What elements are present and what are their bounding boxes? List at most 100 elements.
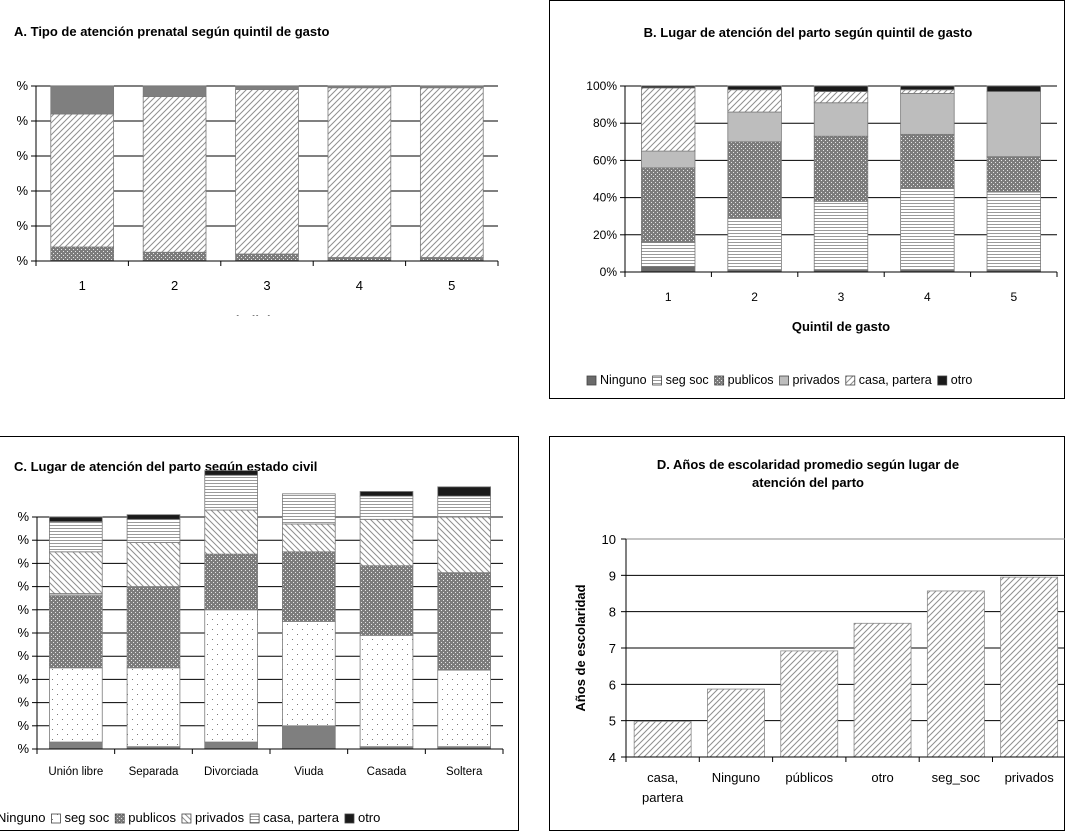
- bar-segment: [359, 634, 414, 748]
- bar: [1000, 576, 1059, 758]
- bar-segment: [282, 493, 336, 525]
- legend-marker: [779, 375, 789, 386]
- bar-segment: [142, 85, 207, 97]
- y-tick-label: %: [17, 602, 29, 617]
- bar-segment: [282, 725, 336, 750]
- y-tick-label: 7: [609, 641, 616, 656]
- bar: [707, 688, 765, 758]
- y-tick-label: %: [17, 532, 29, 547]
- bar-segment: [813, 102, 869, 137]
- chart-d-title-line-2: atención del parto: [752, 475, 864, 490]
- chart-b-plot: 0% 20% 40% 60% 80% 100% 1 2 3 4 5 Quintil de gasto N…: [586, 79, 1058, 387]
- legend-label: Ninguno: [0, 810, 45, 825]
- bar-segment: [204, 509, 258, 555]
- x-tick-label: Soltera: [446, 766, 483, 778]
- bar-segment: [49, 516, 103, 523]
- y-tick-label: 6: [609, 677, 616, 692]
- bar-segment: [235, 253, 299, 262]
- x-tick-label: seg_soc: [932, 770, 981, 785]
- legend-marker: [51, 813, 61, 824]
- legend-label: otro: [358, 810, 380, 825]
- bar-segment: [437, 669, 491, 748]
- y-tick-label: %: [16, 218, 28, 233]
- legend-label: privados: [195, 810, 245, 825]
- legend-label: casa, partera: [859, 373, 932, 387]
- x-tick-label: 5: [1010, 290, 1017, 304]
- bar-segment: [641, 167, 696, 243]
- bar-segment: [142, 96, 207, 253]
- bar-segment: [900, 93, 955, 135]
- bar-segment: [813, 91, 869, 104]
- bar-segment: [641, 266, 696, 273]
- x-tick-label: 3: [263, 278, 270, 293]
- y-tick-label: 10: [602, 532, 616, 547]
- bar: [926, 590, 985, 758]
- y-tick-label: %: [16, 253, 28, 268]
- y-tick-label: %: [16, 78, 28, 93]
- bar-segment: [204, 741, 258, 750]
- legend-marker: [114, 813, 125, 824]
- bar-segment: [727, 111, 782, 143]
- chart-panel-d: D. Años de escolaridad promedio según lu…: [549, 436, 1065, 831]
- bar-segment: [986, 91, 1041, 158]
- bar-segment: [49, 741, 103, 750]
- y-tick-label: 5: [609, 714, 616, 729]
- y-tick-label: %: [17, 671, 29, 686]
- bar-segment: [419, 257, 484, 262]
- bar-segment: [419, 87, 484, 258]
- bar: [853, 622, 912, 758]
- bar-segment: [359, 518, 414, 567]
- bar-segment: [419, 85, 484, 89]
- x-tick-label: otro: [871, 770, 893, 785]
- legend-marker: [181, 813, 192, 824]
- y-tick-label: 40%: [593, 191, 617, 205]
- x-tick-label: 4: [924, 290, 931, 304]
- bar-segment: [359, 495, 414, 520]
- legend-label: seg soc: [64, 810, 109, 825]
- x-tick-label: 3: [838, 290, 845, 304]
- bar-segment: [986, 156, 1041, 193]
- x-tick-label: 4: [356, 278, 363, 293]
- bar-segment: [327, 257, 392, 262]
- bar-segment: [282, 551, 336, 622]
- bar: [633, 720, 692, 758]
- chart-d-title-line-1: D. Años de escolaridad promedio según lu…: [656, 457, 960, 472]
- bar-segment: [359, 491, 414, 497]
- x-tick-label: 2: [751, 290, 758, 304]
- x-tick-label: públicos: [785, 770, 833, 785]
- y-tick-label: %: [17, 579, 29, 594]
- x-tick-label: privados: [1005, 770, 1055, 785]
- y-tick-label: 20%: [593, 228, 617, 242]
- chart-a-title: A. Tipo de atención prenatal según quint…: [14, 24, 330, 39]
- bar-segment: [986, 191, 1041, 271]
- bar-segment: [437, 495, 491, 518]
- bar-segment: [49, 521, 103, 553]
- bar-segment: [986, 85, 1041, 92]
- bar-segment: [204, 609, 258, 743]
- x-tick-label: Casada: [367, 766, 407, 778]
- chart-c-plot: %%%%%%%%%%% Unión libre Separada Divorciada…: [0, 470, 504, 825]
- bar-segment: [813, 200, 869, 271]
- chart-panel-a: A. Tipo de atención prenatal según quint…: [0, 0, 507, 316]
- bar: [780, 650, 839, 758]
- bar-segment: [126, 542, 181, 587]
- legend-label: publicos: [728, 373, 774, 387]
- y-tick-label: 8: [609, 605, 616, 620]
- legend-label: seg soc: [666, 373, 709, 387]
- bar-segment: [204, 553, 258, 611]
- bar-segment: [282, 620, 336, 727]
- chart-panel-b: B. Lugar de atención del parto según qui…: [549, 0, 1065, 399]
- x-axis-label: Quintil de gasto: [218, 313, 316, 316]
- legend-label: otro: [951, 373, 973, 387]
- legend-label: privados: [793, 373, 840, 387]
- legend-label: publicos: [128, 810, 176, 825]
- y-tick-label: %: [16, 183, 28, 198]
- bar-segment: [49, 595, 103, 669]
- bar-segment: [641, 241, 696, 267]
- bar-segment: [49, 667, 103, 743]
- bar-segment: [813, 85, 869, 92]
- bar-segment: [641, 85, 696, 89]
- chart-b-title: B. Lugar de atención del parto según qui…: [643, 25, 973, 40]
- bar-segment: [437, 486, 491, 497]
- y-tick-label: %: [17, 509, 29, 524]
